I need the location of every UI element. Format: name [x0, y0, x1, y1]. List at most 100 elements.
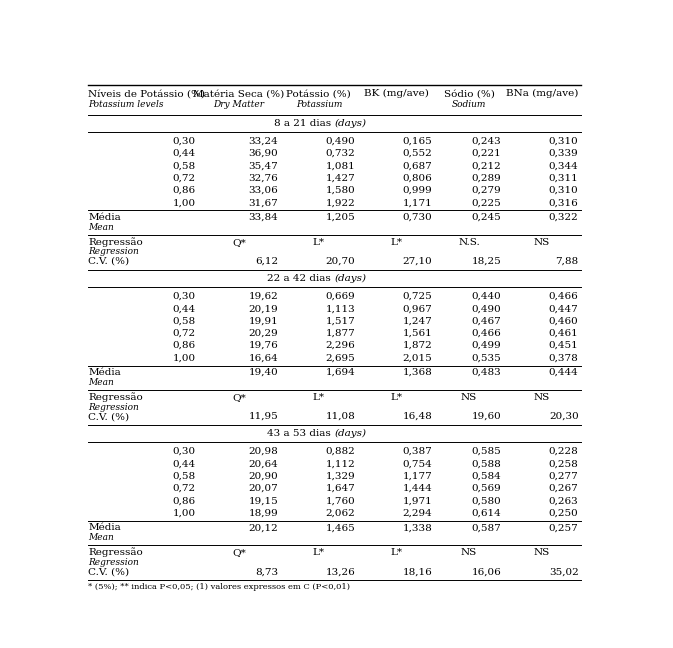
Text: 0,569: 0,569	[472, 484, 501, 493]
Text: 22 a 42 dias: 22 a 42 dias	[267, 274, 334, 283]
Text: (days): (days)	[334, 119, 367, 128]
Text: 1,465: 1,465	[326, 524, 355, 532]
Text: 0,588: 0,588	[472, 459, 501, 469]
Text: 0,490: 0,490	[326, 137, 355, 146]
Text: 0,221: 0,221	[472, 149, 501, 158]
Text: 0,310: 0,310	[548, 186, 579, 195]
Text: Níveis de Potássio (%): Níveis de Potássio (%)	[88, 89, 205, 98]
Text: 0,587: 0,587	[472, 524, 501, 532]
Text: Matéria Seca (%): Matéria Seca (%)	[193, 89, 285, 98]
Text: 1,647: 1,647	[326, 484, 355, 493]
Text: 0,499: 0,499	[472, 341, 501, 350]
Text: 0,466: 0,466	[472, 329, 501, 338]
Text: 8,73: 8,73	[255, 567, 278, 576]
Text: Sódio (%): Sódio (%)	[444, 89, 495, 98]
Text: 11,08: 11,08	[326, 412, 355, 421]
Text: 0,267: 0,267	[548, 484, 579, 493]
Text: 2,062: 2,062	[326, 509, 355, 518]
Text: NS: NS	[534, 393, 551, 402]
Text: 1,694: 1,694	[326, 368, 355, 377]
Text: 0,440: 0,440	[472, 292, 501, 301]
Text: 1,580: 1,580	[326, 186, 355, 195]
Text: 0,882: 0,882	[326, 447, 355, 456]
Text: Regression: Regression	[88, 558, 139, 566]
Text: L*: L*	[390, 393, 402, 402]
Text: 19,60: 19,60	[472, 412, 501, 421]
Text: 0,228: 0,228	[548, 447, 579, 456]
Text: 16,64: 16,64	[248, 353, 278, 362]
Text: 2,695: 2,695	[326, 353, 355, 362]
Text: 0,585: 0,585	[472, 447, 501, 456]
Text: 2,015: 2,015	[402, 353, 433, 362]
Text: 0,490: 0,490	[472, 304, 501, 313]
Text: 0,86: 0,86	[172, 186, 196, 195]
Text: C.V. (%): C.V. (%)	[88, 567, 129, 576]
Text: L*: L*	[313, 548, 325, 557]
Text: 0,44: 0,44	[172, 459, 196, 469]
Text: 0,243: 0,243	[472, 137, 501, 146]
Text: 1,971: 1,971	[402, 496, 433, 505]
Text: 0,461: 0,461	[548, 329, 579, 338]
Text: 0,614: 0,614	[472, 509, 501, 518]
Text: Regressão: Regressão	[88, 237, 143, 247]
Text: 19,15: 19,15	[248, 496, 278, 505]
Text: 0,316: 0,316	[548, 198, 579, 207]
Text: Potassium levels: Potassium levels	[88, 100, 164, 109]
Text: 36,90: 36,90	[248, 149, 278, 158]
Text: 7,88: 7,88	[555, 257, 579, 266]
Text: 35,02: 35,02	[548, 567, 579, 576]
Text: Regressão: Regressão	[88, 547, 143, 557]
Text: 0,58: 0,58	[172, 472, 196, 481]
Text: 0,311: 0,311	[548, 174, 579, 183]
Text: 1,171: 1,171	[402, 198, 433, 207]
Text: 0,30: 0,30	[172, 447, 196, 456]
Text: 1,112: 1,112	[326, 459, 355, 469]
Text: Média: Média	[88, 213, 121, 222]
Text: 0,344: 0,344	[548, 161, 579, 170]
Text: 0,86: 0,86	[172, 496, 196, 505]
Text: 0,444: 0,444	[548, 368, 579, 377]
Text: 20,90: 20,90	[248, 472, 278, 481]
Text: 0,535: 0,535	[472, 353, 501, 362]
Text: 0,289: 0,289	[472, 174, 501, 183]
Text: 0,483: 0,483	[472, 368, 501, 377]
Text: 27,10: 27,10	[402, 257, 433, 266]
Text: 0,277: 0,277	[548, 472, 579, 481]
Text: 0,451: 0,451	[548, 341, 579, 350]
Text: 0,732: 0,732	[326, 149, 355, 158]
Text: 20,29: 20,29	[248, 329, 278, 338]
Text: 0,212: 0,212	[472, 161, 501, 170]
Text: 1,517: 1,517	[326, 316, 355, 325]
Text: 20,98: 20,98	[248, 447, 278, 456]
Text: 1,00: 1,00	[172, 509, 196, 518]
Text: 0,552: 0,552	[402, 149, 433, 158]
Text: NS: NS	[534, 548, 551, 557]
Text: N.S.: N.S.	[458, 238, 480, 247]
Text: Média: Média	[88, 524, 121, 532]
Text: 0,467: 0,467	[472, 316, 501, 325]
Text: 33,06: 33,06	[248, 186, 278, 195]
Text: 1,247: 1,247	[402, 316, 433, 325]
Text: NS: NS	[461, 393, 477, 402]
Text: Dry Matter: Dry Matter	[213, 100, 264, 109]
Text: 33,24: 33,24	[248, 137, 278, 146]
Text: 1,561: 1,561	[402, 329, 433, 338]
Text: 1,444: 1,444	[402, 484, 433, 493]
Text: 0,72: 0,72	[172, 174, 196, 183]
Text: 0,584: 0,584	[472, 472, 501, 481]
Text: (days): (days)	[334, 429, 367, 438]
Text: 1,329: 1,329	[326, 472, 355, 481]
Text: Q*: Q*	[232, 548, 246, 557]
Text: 2,294: 2,294	[402, 509, 433, 518]
Text: BNa (mg/ave): BNa (mg/ave)	[506, 89, 578, 98]
Text: 18,16: 18,16	[402, 567, 433, 576]
Text: 0,806: 0,806	[402, 174, 433, 183]
Text: 0,263: 0,263	[548, 496, 579, 505]
Text: 32,76: 32,76	[248, 174, 278, 183]
Text: 0,730: 0,730	[402, 213, 433, 222]
Text: 0,250: 0,250	[548, 509, 579, 518]
Text: 0,165: 0,165	[402, 137, 433, 146]
Text: 13,26: 13,26	[326, 567, 355, 576]
Text: 0,72: 0,72	[172, 484, 196, 493]
Text: 1,00: 1,00	[172, 353, 196, 362]
